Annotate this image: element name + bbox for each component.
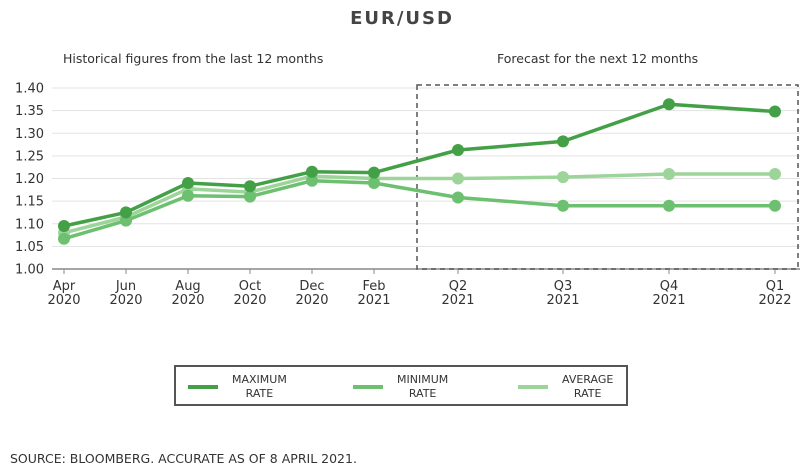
source-note: SOURCE: BLOOMBERG. ACCURATE AS OF 8 APRI… <box>10 451 357 466</box>
data-point-avg <box>663 168 675 180</box>
forecast-subtitle: Forecast for the next 12 months <box>497 51 699 66</box>
data-point-avg <box>557 171 569 184</box>
x-tick-label-year: 2020 <box>47 293 80 308</box>
legend-item-max: MAXIMUM RATE <box>188 373 287 401</box>
x-tick-label: Apr <box>53 279 76 294</box>
data-point-min <box>663 199 675 212</box>
x-tick-label: Jun <box>115 279 136 294</box>
x-tick-label-year: 2021 <box>441 293 474 308</box>
y-tick-label: 1.10 <box>15 217 44 232</box>
data-point-max <box>244 180 256 193</box>
x-tick-label: Aug <box>175 279 200 294</box>
legend-label-min: MINIMUM RATE <box>397 373 448 401</box>
data-point-max <box>306 165 318 178</box>
data-point-max <box>182 177 194 189</box>
data-point-max <box>663 98 675 111</box>
legend-label-avg: AVERAGE RATE <box>562 373 613 401</box>
y-tick-label: 1.05 <box>15 240 44 255</box>
x-tick-label-year: 2021 <box>546 293 579 308</box>
x-tick-label-year: 2020 <box>109 293 142 308</box>
legend-item-avg: AVERAGE RATE <box>518 373 613 401</box>
x-tick-label: Q4 <box>660 279 679 294</box>
data-point-max <box>769 105 781 118</box>
legend-item-min: MINIMUM RATE <box>353 373 448 401</box>
data-point-min <box>58 232 70 245</box>
y-tick-label: 1.15 <box>15 195 44 210</box>
legend-label-line: AVERAGE <box>562 373 614 386</box>
legend-label-line: RATE <box>245 387 274 400</box>
series-line-min <box>63 179 775 241</box>
legend-swatch-avg <box>518 385 548 389</box>
x-tick-label: Oct <box>239 279 261 294</box>
data-point-min <box>120 214 132 227</box>
y-tick-label: 1.30 <box>15 127 44 142</box>
legend-label-line: MAXIMUM <box>232 373 287 386</box>
chart-title: EUR/USD <box>350 8 454 29</box>
x-tick-label-year: 2020 <box>171 293 204 308</box>
x-tick-label-year: 2021 <box>652 293 685 308</box>
data-point-min <box>557 199 569 212</box>
data-point-min <box>452 191 464 204</box>
series-line-avg <box>63 172 775 235</box>
y-tick-label: 1.20 <box>15 172 44 187</box>
data-point-max <box>120 206 132 219</box>
data-point-min <box>368 177 380 189</box>
data-point-max <box>452 144 464 156</box>
data-point-max <box>368 166 380 179</box>
data-point-min <box>769 199 781 212</box>
historical-subtitle: Historical figures from the last 12 mont… <box>63 51 324 66</box>
series-line-max <box>63 102 776 228</box>
x-tick-label-year: 2022 <box>758 293 791 308</box>
data-point-avg <box>452 172 464 185</box>
legend-label-line: MINIMUM <box>397 373 449 386</box>
data-point-min <box>182 189 194 202</box>
legend-swatch-max <box>188 385 218 389</box>
x-tick-label-year: 2020 <box>295 293 328 308</box>
legend-label-line: RATE <box>408 387 437 400</box>
x-tick-label-year: 2021 <box>357 293 390 308</box>
y-tick-label: 1.40 <box>15 82 44 97</box>
x-tick-label: Q1 <box>766 279 785 294</box>
line-chart: 1.001.051.101.151.201.251.301.351.40Apr2… <box>15 82 800 308</box>
legend-label-line: RATE <box>573 387 602 400</box>
legend-swatch-min <box>353 385 383 389</box>
y-tick-label: 1.35 <box>15 104 44 119</box>
y-tick-label: 1.25 <box>15 149 44 164</box>
data-point-max <box>58 220 70 232</box>
data-point-min <box>306 174 318 187</box>
legend-label-max: MAXIMUM RATE <box>232 373 287 401</box>
y-tick-label: 1.00 <box>15 263 44 278</box>
data-point-max <box>557 135 569 148</box>
x-tick-label: Feb <box>362 279 385 294</box>
data-point-avg <box>769 168 781 180</box>
x-tick-label: Q2 <box>449 279 468 294</box>
data-point-min <box>244 190 256 203</box>
legend: MAXIMUM RATE MINIMUM RATE AVERAGE RATE <box>174 365 628 406</box>
x-tick-label: Q3 <box>554 279 573 294</box>
x-tick-label-year: 2020 <box>233 293 266 308</box>
x-tick-label: Dec <box>299 279 324 294</box>
